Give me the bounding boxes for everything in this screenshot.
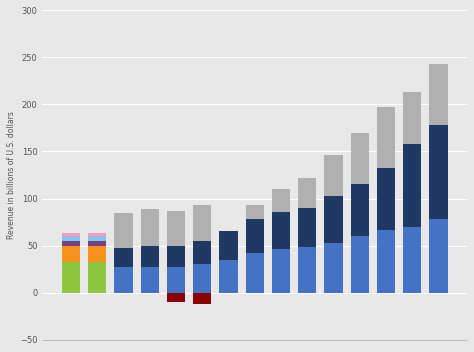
Bar xyxy=(377,230,395,293)
Bar xyxy=(429,125,448,219)
Bar xyxy=(351,184,369,236)
Bar xyxy=(88,246,106,262)
Bar xyxy=(114,249,133,267)
Bar xyxy=(272,249,290,293)
Bar xyxy=(88,237,106,241)
Bar xyxy=(193,205,211,241)
Bar xyxy=(62,262,80,293)
Bar xyxy=(246,205,264,219)
Bar xyxy=(246,253,264,293)
Bar xyxy=(403,92,421,144)
Bar xyxy=(324,155,343,196)
Bar xyxy=(377,168,395,230)
Bar xyxy=(88,233,106,237)
Bar xyxy=(88,262,106,293)
Bar xyxy=(167,267,185,293)
Bar xyxy=(114,213,133,249)
Bar xyxy=(141,267,159,293)
Bar xyxy=(377,107,395,168)
Bar xyxy=(351,236,369,293)
Bar xyxy=(62,241,80,246)
Y-axis label: Revenue in billions of U.S. dollars: Revenue in billions of U.S. dollars xyxy=(7,111,16,239)
Bar xyxy=(167,246,185,267)
Bar xyxy=(403,144,421,227)
Bar xyxy=(272,212,290,249)
Bar xyxy=(298,247,317,293)
Bar xyxy=(324,196,343,243)
Bar xyxy=(141,246,159,267)
Bar xyxy=(219,231,237,260)
Bar xyxy=(167,293,185,302)
Bar xyxy=(403,227,421,293)
Bar xyxy=(298,208,317,247)
Bar xyxy=(114,267,133,293)
Bar xyxy=(62,237,80,241)
Bar xyxy=(219,260,237,293)
Bar xyxy=(193,293,211,304)
Bar xyxy=(298,178,317,208)
Bar xyxy=(429,64,448,125)
Bar xyxy=(62,246,80,262)
Bar xyxy=(88,241,106,246)
Bar xyxy=(167,211,185,246)
Bar xyxy=(141,209,159,246)
Bar xyxy=(193,264,211,293)
Bar xyxy=(351,133,369,184)
Bar xyxy=(272,189,290,212)
Bar xyxy=(324,243,343,293)
Bar xyxy=(62,233,80,237)
Bar xyxy=(429,219,448,293)
Bar xyxy=(193,241,211,264)
Bar xyxy=(246,219,264,253)
